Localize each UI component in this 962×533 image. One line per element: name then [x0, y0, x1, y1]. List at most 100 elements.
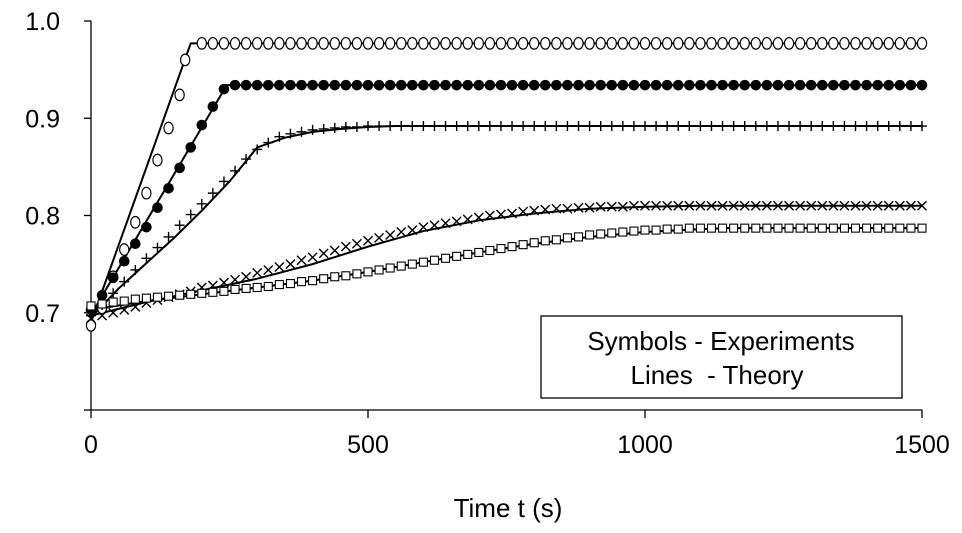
- experiment-point-cross: [340, 241, 351, 252]
- experiment-point-open-square: [784, 223, 794, 233]
- experiment-point-filled-circle: [451, 79, 462, 91]
- experiment-point-cross: [440, 218, 451, 229]
- experiment-point-open-circle: [706, 36, 717, 50]
- experiment-point-filled-circle: [706, 79, 717, 91]
- experiment-point-open-square: [673, 224, 683, 234]
- experiment-point-open-circle: [506, 36, 518, 50]
- experiment-point-filled-circle: [573, 79, 584, 91]
- experiment-point-filled-circle: [351, 79, 363, 91]
- experiment-point-plus: [839, 121, 850, 132]
- experiment-point-cross: [108, 307, 119, 318]
- experiment-point-plus: [828, 121, 839, 132]
- experiment-point-filled-circle: [307, 79, 318, 91]
- experiment-point-open-square: [319, 274, 329, 284]
- experiment-point-cross: [540, 204, 551, 215]
- experiment-point-filled-circle: [794, 79, 806, 91]
- experiment-point-open-circle: [806, 36, 817, 50]
- experiment-point-cross: [296, 255, 307, 266]
- experiment-point-open-square: [152, 292, 163, 302]
- experiment-point-cross: [484, 210, 495, 221]
- experiment-point-open-square: [706, 223, 717, 233]
- experiment-point-open-square: [551, 235, 561, 245]
- experiment-point-filled-circle: [916, 79, 928, 91]
- experiment-point-plus: [817, 121, 828, 132]
- experiment-point-plus: [606, 121, 617, 132]
- experiment-point-filled-circle: [251, 79, 263, 91]
- experiment-point-open-circle: [540, 36, 551, 50]
- experiment-point-filled-circle: [130, 238, 141, 250]
- experiment-point-cross: [850, 200, 861, 211]
- experiment-point-open-circle: [473, 36, 484, 50]
- experiment-point-cross: [551, 203, 562, 214]
- experiment-point-cross: [828, 200, 839, 211]
- experiment-point-cross: [905, 200, 916, 211]
- experiment-point-plus: [307, 124, 318, 135]
- experiment-point-plus: [772, 121, 783, 132]
- experiment-point-open-circle: [817, 36, 828, 50]
- experiment-point-plus: [351, 122, 362, 133]
- experiment-point-plus: [894, 121, 905, 132]
- experiment-point-open-circle: [263, 36, 274, 50]
- experiment-point-filled-circle: [672, 79, 684, 91]
- experiment-point-open-square: [186, 289, 196, 299]
- x-axis-title: Time t (s): [454, 493, 563, 523]
- experiment-point-open-square: [906, 223, 916, 233]
- experiment-point-plus: [274, 131, 285, 142]
- experiment-point-plus: [185, 209, 196, 220]
- experiment-point-plus: [429, 121, 440, 132]
- experiment-point-plus: [651, 121, 662, 132]
- experiment-point-open-circle: [639, 36, 651, 50]
- experiment-point-cross: [917, 200, 927, 211]
- experiment-point-open-square: [285, 279, 295, 289]
- experiment-point-filled-circle: [816, 79, 828, 91]
- experiment-point-filled-circle: [839, 79, 850, 91]
- experiment-point-open-square: [806, 223, 816, 233]
- experiment-point-open-circle: [861, 36, 872, 50]
- experiment-point-filled-circle: [118, 255, 130, 267]
- experiment-point-open-square: [385, 263, 395, 273]
- experiment-point-cross: [640, 200, 650, 211]
- experiment-point-plus: [640, 121, 650, 132]
- experiment-point-open-circle: [584, 36, 595, 50]
- experiment-point-plus: [861, 121, 872, 132]
- experiment-point-plus: [218, 176, 229, 187]
- experiment-point-cross: [263, 264, 274, 275]
- y-tick-label: 0.7: [25, 300, 60, 328]
- experiment-point-plus: [495, 121, 506, 132]
- experiment-point-open-square: [828, 223, 838, 233]
- experiment-point-filled-circle: [717, 79, 728, 91]
- experiment-point-filled-circle: [174, 162, 185, 174]
- experiment-point-cross: [418, 222, 429, 233]
- experiment-point-cross: [739, 200, 750, 211]
- x-tick-label: 1000: [617, 431, 673, 459]
- experiment-point-filled-circle: [695, 79, 706, 91]
- experiment-point-open-circle: [850, 36, 861, 50]
- experiment-point-cross: [351, 238, 362, 249]
- experiment-point-plus: [784, 121, 795, 132]
- experiment-point-open-circle: [229, 36, 241, 50]
- experiment-point-open-circle: [285, 36, 296, 50]
- experiment-point-plus: [540, 121, 551, 132]
- experiment-point-open-square: [884, 223, 894, 233]
- experiment-point-cross: [872, 200, 883, 211]
- experiment-point-open-circle: [650, 36, 662, 50]
- experiment-point-plus: [883, 121, 894, 132]
- experiment-point-cross: [252, 267, 263, 278]
- experiment-point-plus: [174, 220, 185, 231]
- experiment-point-open-circle: [562, 36, 573, 50]
- experiment-point-open-circle: [240, 36, 252, 50]
- experiment-point-cross: [329, 245, 340, 256]
- experiment-point-open-square: [341, 271, 351, 281]
- experiment-point-cross: [495, 209, 506, 220]
- experiment-point-plus: [917, 121, 927, 132]
- experiment-point-cross: [241, 271, 252, 282]
- experiment-point-open-circle: [695, 36, 706, 50]
- experiment-point-open-square: [263, 281, 273, 292]
- experiment-point-open-circle: [661, 36, 673, 50]
- experiment-point-filled-circle: [362, 79, 374, 91]
- experiment-point-cross: [584, 202, 595, 213]
- experiment-point-cross: [130, 301, 141, 312]
- experiment-point-open-square: [585, 230, 595, 240]
- experiment-point-open-square: [662, 224, 672, 234]
- experiment-point-open-circle: [728, 36, 739, 50]
